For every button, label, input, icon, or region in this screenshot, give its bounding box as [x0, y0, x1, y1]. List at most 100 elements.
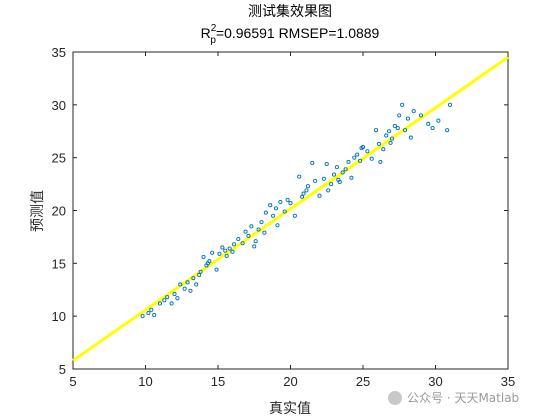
y-tick-label: 5: [59, 362, 66, 377]
x-axis-label: 真实值: [269, 401, 311, 417]
data-point: [197, 272, 202, 278]
data-point: [157, 301, 163, 306]
data-point: [236, 236, 241, 242]
chart-title: 测试集效果图: [248, 3, 332, 20]
data-point: [378, 159, 383, 164]
data-point: [395, 126, 400, 131]
x-tick-label: 10: [138, 374, 152, 389]
data-point: [201, 254, 206, 260]
data-point: [305, 184, 310, 189]
data-point: [169, 301, 174, 306]
data-point: [297, 174, 302, 179]
data-point: [358, 158, 363, 163]
data-point: [140, 314, 145, 319]
data-point: [430, 126, 435, 131]
data-point: [230, 249, 235, 254]
data-point: [278, 199, 283, 205]
data-point: [178, 282, 183, 287]
data-point: [389, 136, 395, 141]
y-tick-label: 25: [52, 151, 66, 166]
data-point: [220, 245, 225, 250]
data-point: [288, 201, 293, 206]
scatter-points: [140, 102, 453, 319]
y-tick-label: 35: [52, 45, 66, 60]
data-point: [224, 253, 229, 258]
data-point: [436, 118, 441, 123]
data-point: [426, 121, 431, 126]
data-point: [282, 209, 287, 214]
y-tick-label: 10: [52, 309, 66, 324]
data-point: [313, 178, 318, 183]
data-point: [317, 193, 322, 198]
data-point: [355, 152, 360, 157]
data-point: [268, 203, 273, 208]
data-point: [418, 113, 424, 118]
data-point: [376, 141, 382, 146]
x-tick-label: 15: [211, 374, 225, 389]
data-point: [326, 188, 331, 193]
data-point: [227, 246, 232, 251]
data-point: [172, 291, 177, 297]
data-point: [188, 288, 193, 293]
data-point: [373, 128, 379, 133]
data-point: [392, 123, 397, 129]
data-point: [210, 250, 215, 255]
data-point: [185, 280, 190, 285]
data-point: [271, 213, 276, 218]
data-point: [205, 261, 210, 266]
data-point: [246, 233, 251, 238]
data-point: [365, 149, 370, 154]
data-point: [146, 310, 151, 316]
data-point: [162, 298, 167, 303]
x-tick-label: 30: [428, 374, 442, 389]
data-point: [263, 210, 268, 215]
fit-line: [72, 56, 509, 362]
data-point: [165, 295, 170, 300]
x-tick-label: 20: [283, 374, 297, 389]
data-point: [329, 182, 334, 187]
data-point: [349, 175, 354, 180]
data-point: [198, 269, 203, 274]
data-point: [411, 109, 416, 114]
data-point: [240, 241, 245, 246]
data-point: [324, 161, 329, 167]
data-point: [194, 282, 199, 287]
data-point: [285, 197, 290, 202]
data-point: [249, 224, 254, 229]
x-tick-label: 35: [501, 374, 515, 389]
data-point: [381, 147, 386, 152]
watermark: 公众号 · 天天Matlab: [388, 391, 519, 405]
data-point: [231, 242, 236, 247]
data-point: [275, 223, 280, 228]
data-point: [336, 177, 341, 182]
axis-ticks: 5 10 15 20 25 30 35 5 10 15 20 25 30 35: [52, 45, 516, 389]
data-point: [334, 165, 339, 170]
data-point: [214, 267, 219, 272]
data-point: [262, 230, 267, 235]
data-point: [369, 156, 374, 161]
x-tick-label: 25: [356, 374, 370, 389]
data-point: [352, 155, 357, 160]
data-point: [243, 229, 248, 234]
data-point: [340, 170, 345, 175]
data-point: [152, 313, 157, 318]
data-point: [191, 276, 196, 281]
data-point: [310, 160, 315, 165]
data-point: [321, 176, 326, 181]
y-tick-label: 20: [52, 204, 66, 219]
subtitle-r2-base: R: [201, 25, 211, 41]
data-point: [292, 213, 297, 218]
data-point: [253, 239, 258, 244]
data-point: [175, 296, 180, 301]
data-point: [217, 251, 222, 256]
subtitle-rest: =0.96591 RMSEP=1.0889: [216, 25, 380, 41]
data-point: [384, 133, 389, 138]
data-point: [445, 128, 450, 133]
data-point: [387, 129, 392, 134]
data-point: [304, 188, 309, 193]
fit-line-group: [72, 56, 509, 362]
data-point: [301, 191, 306, 196]
data-point: [346, 159, 351, 164]
y-tick-label: 15: [52, 256, 66, 271]
